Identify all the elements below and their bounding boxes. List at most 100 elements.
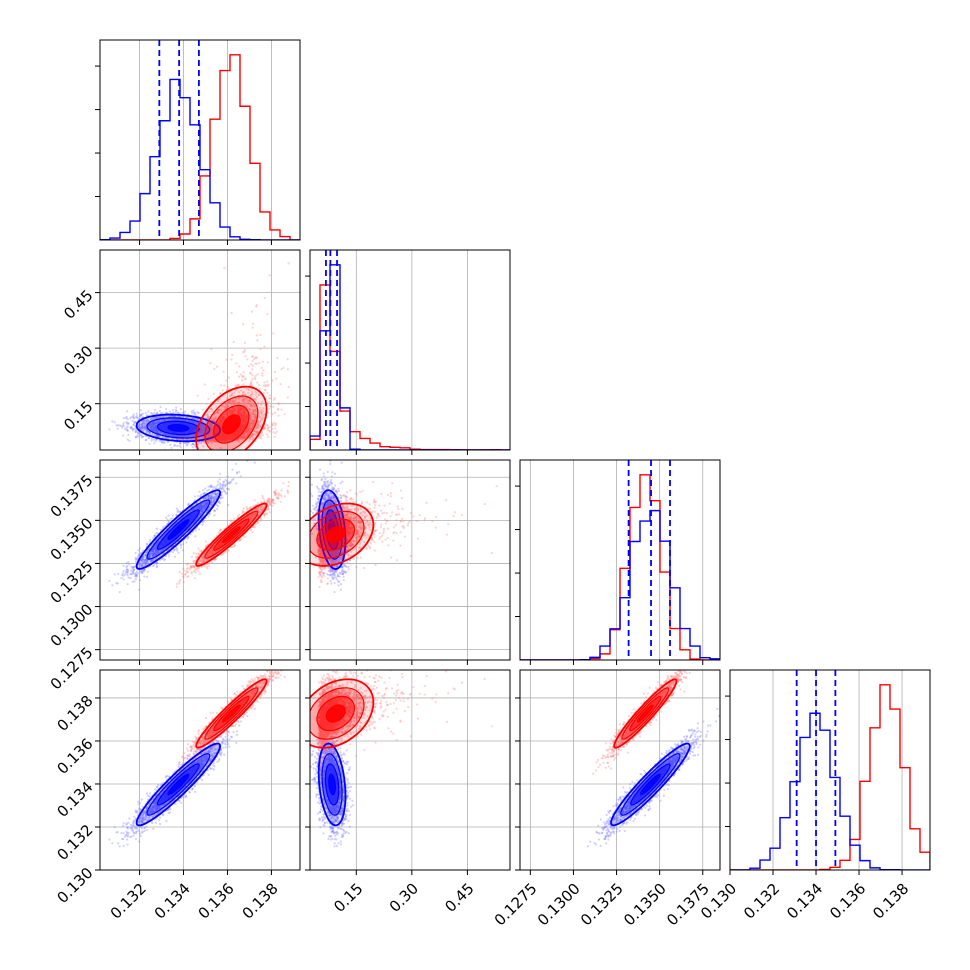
sample-point — [189, 431, 192, 434]
sample-point — [129, 417, 132, 420]
sample-point — [193, 427, 197, 430]
sample-point — [161, 427, 164, 430]
sample-point — [172, 422, 175, 425]
sample-point — [271, 427, 274, 430]
sample-point — [188, 430, 191, 433]
sample-point — [150, 426, 153, 429]
sample-point — [169, 430, 172, 433]
sample-point — [194, 413, 197, 416]
sample-point — [154, 425, 158, 429]
sample-point — [162, 425, 165, 428]
sample-point — [253, 417, 256, 420]
sample-point — [221, 389, 224, 392]
sample-point — [266, 427, 269, 430]
sample-point — [203, 383, 206, 386]
sample-point — [142, 426, 145, 429]
sample-point — [179, 408, 183, 411]
sample-point — [276, 408, 280, 411]
sample-point — [161, 423, 164, 427]
sample-point — [186, 423, 190, 426]
sample-point — [126, 428, 129, 431]
sample-point — [191, 424, 194, 428]
sample-point — [154, 426, 157, 429]
sample-point — [171, 430, 174, 433]
sample-point — [274, 370, 277, 374]
sample-point — [191, 427, 194, 430]
sample-point — [219, 384, 223, 387]
sample-point — [193, 411, 197, 415]
sample-point — [167, 433, 170, 436]
sample-point — [165, 429, 168, 432]
sample-point — [211, 434, 214, 437]
sample-point — [166, 422, 170, 425]
sample-point — [151, 423, 154, 426]
sample-point — [202, 420, 205, 423]
sample-point — [151, 422, 154, 425]
sample-point — [184, 434, 187, 438]
sample-point — [154, 424, 157, 427]
sample-point — [141, 426, 145, 429]
sample-point — [264, 389, 267, 392]
sample-point — [145, 428, 149, 431]
sample-point — [170, 422, 173, 425]
sample-point — [198, 430, 202, 434]
sample-point — [189, 430, 193, 433]
sample-point — [162, 424, 166, 427]
sample-point — [202, 424, 205, 428]
sample-point — [178, 441, 182, 445]
sample-point — [154, 425, 157, 428]
sample-point — [194, 421, 197, 424]
sample-point — [190, 420, 194, 423]
sample-point — [239, 373, 242, 376]
sample-point — [175, 406, 178, 409]
sample-point — [116, 427, 119, 430]
sample-point — [172, 415, 175, 418]
sample-point — [251, 359, 254, 363]
sample-point — [152, 424, 155, 427]
sample-point — [144, 426, 147, 430]
sample-point — [235, 362, 238, 365]
sample-point — [141, 424, 144, 427]
sample-point — [186, 435, 189, 438]
sample-point — [155, 422, 158, 425]
sample-point — [153, 411, 156, 414]
sample-point — [159, 426, 162, 429]
sample-point — [255, 334, 259, 337]
sample-point — [161, 428, 165, 431]
sample-point — [148, 426, 151, 429]
sample-point — [188, 424, 191, 428]
sample-point — [266, 312, 269, 316]
sample-point — [191, 430, 195, 433]
sample-point — [191, 417, 194, 420]
sample-point — [188, 420, 191, 423]
sample-point — [125, 410, 129, 413]
sample-point — [266, 433, 269, 436]
sample-point — [251, 364, 254, 367]
sample-point — [217, 421, 220, 424]
sample-point — [218, 422, 221, 426]
sample-point — [222, 370, 225, 373]
sample-point — [192, 443, 195, 446]
sample-point — [153, 427, 156, 430]
sample-point — [232, 340, 235, 344]
sample-point — [176, 421, 179, 425]
sample-point — [163, 440, 166, 443]
sample-point — [187, 431, 191, 434]
sample-point — [200, 431, 203, 434]
sample-point — [200, 430, 203, 433]
sample-point — [164, 411, 168, 414]
sample-point — [165, 411, 168, 414]
sample-point — [132, 423, 135, 426]
sample-point — [148, 423, 151, 426]
sample-point — [130, 426, 133, 429]
sample-point — [173, 415, 177, 418]
sample-point — [248, 372, 252, 375]
sample-point — [262, 369, 265, 372]
sample-point — [162, 425, 166, 428]
sample-point — [152, 428, 155, 431]
sample-point — [193, 421, 196, 424]
sample-point — [140, 409, 143, 412]
sample-point — [273, 435, 276, 438]
sample-point — [149, 417, 152, 421]
sample-point — [151, 412, 154, 416]
